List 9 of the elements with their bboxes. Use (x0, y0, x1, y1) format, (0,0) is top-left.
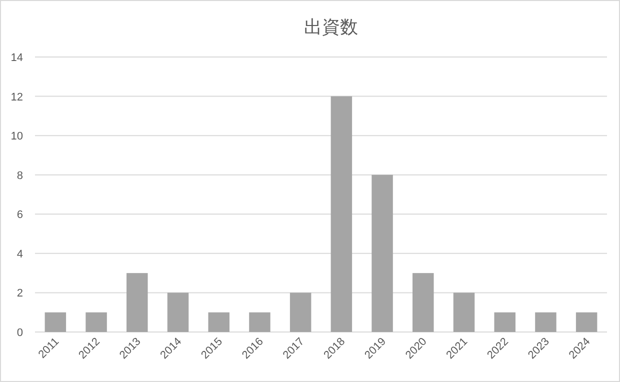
y-tick: 6 (16, 209, 23, 222)
y-tick: 2 (16, 288, 23, 300)
y-tick: 10 (10, 130, 23, 143)
y-tick: 14 (10, 52, 23, 64)
y-tick: 0 (16, 327, 23, 339)
y-tick: 12 (10, 91, 23, 104)
y-tick: 8 (16, 170, 23, 182)
title: 出資数 (304, 17, 358, 37)
y-tick: 4 (16, 248, 23, 260)
